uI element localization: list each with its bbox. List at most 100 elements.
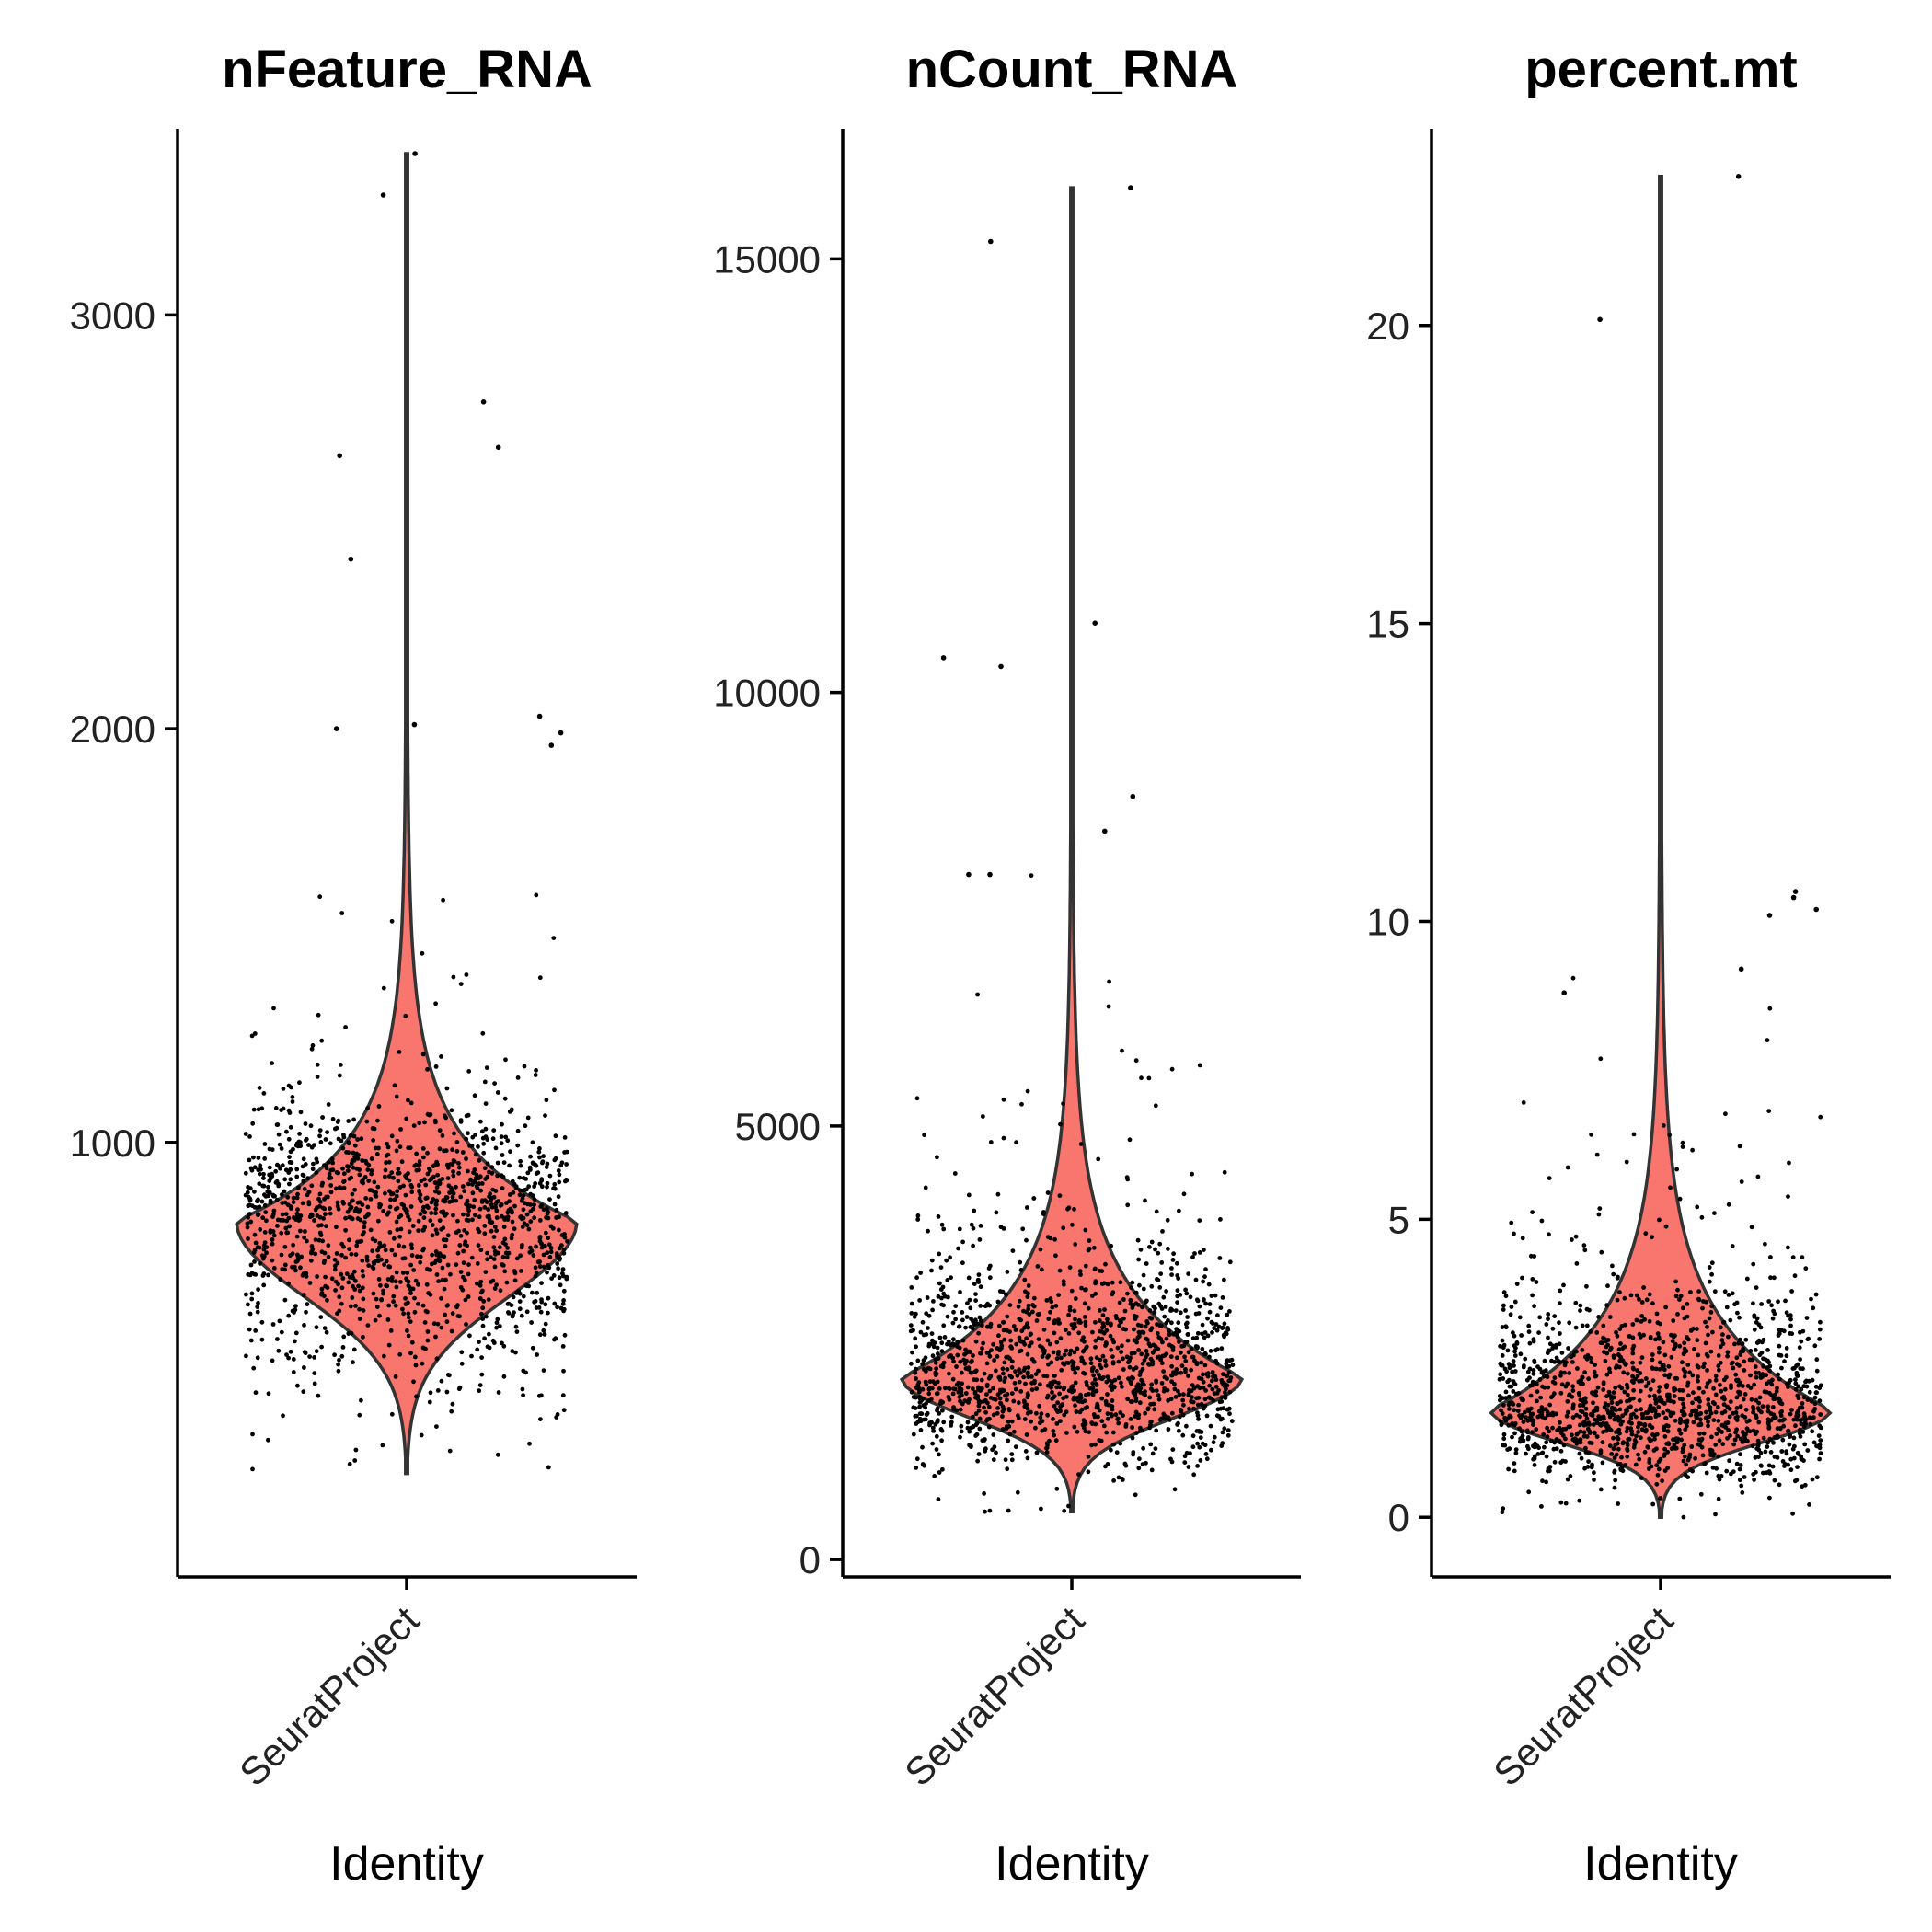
data-point — [1620, 1413, 1625, 1419]
data-point — [1620, 1441, 1626, 1446]
data-point — [1121, 1327, 1126, 1331]
data-point — [1799, 1386, 1804, 1392]
data-point — [1222, 1277, 1226, 1282]
data-point — [1756, 1455, 1761, 1459]
data-point — [1680, 1360, 1685, 1365]
data-point — [1711, 1386, 1716, 1391]
data-point — [505, 1210, 511, 1215]
data-point — [261, 1282, 267, 1288]
data-point — [1631, 1396, 1636, 1401]
data-point — [1628, 1293, 1634, 1298]
data-point — [252, 1031, 258, 1036]
data-point — [460, 1150, 466, 1155]
data-point — [1570, 1384, 1575, 1389]
data-point — [531, 1253, 536, 1258]
data-point — [963, 1325, 968, 1330]
data-point — [1751, 1428, 1756, 1433]
data-point — [1598, 1056, 1604, 1062]
data-point — [456, 1165, 462, 1170]
data-point — [1146, 1075, 1152, 1081]
data-point — [490, 1338, 496, 1343]
data-point — [1759, 1464, 1764, 1468]
data-point — [1788, 1456, 1794, 1462]
data-point — [1067, 1351, 1073, 1357]
data-point — [1682, 1316, 1687, 1321]
data-point — [522, 1221, 527, 1226]
data-point — [1547, 1176, 1552, 1180]
data-point — [309, 1183, 315, 1189]
data-point — [417, 1121, 422, 1126]
outlier-point — [412, 151, 418, 156]
data-point — [1510, 1369, 1515, 1374]
data-point — [1811, 1415, 1816, 1420]
data-point — [542, 1264, 546, 1270]
data-point — [1745, 1384, 1751, 1388]
data-point — [545, 1161, 550, 1167]
data-point — [922, 1463, 926, 1468]
data-point — [1690, 1373, 1696, 1378]
data-point — [266, 1437, 270, 1443]
data-point — [1611, 1446, 1616, 1452]
data-point — [1795, 1450, 1800, 1455]
data-point — [1592, 1470, 1596, 1476]
data-point — [346, 1119, 351, 1123]
data-point — [483, 1134, 489, 1139]
data-point — [1025, 1294, 1030, 1299]
data-point — [1613, 1478, 1618, 1483]
data-point — [1177, 1392, 1182, 1397]
data-point — [1047, 1341, 1052, 1347]
data-point — [431, 1164, 436, 1168]
data-point — [547, 1197, 552, 1202]
data-point — [1222, 1426, 1227, 1432]
data-point — [1578, 1303, 1583, 1308]
data-point — [484, 1314, 489, 1319]
data-point — [1152, 1310, 1157, 1315]
data-point — [914, 1456, 920, 1462]
data-point — [1657, 1360, 1662, 1365]
data-point — [1098, 1328, 1103, 1334]
data-point — [449, 1108, 454, 1113]
data-point — [1818, 1114, 1823, 1120]
data-point — [483, 1101, 489, 1106]
data-point — [950, 1355, 956, 1361]
data-point — [454, 1198, 459, 1203]
data-point — [1105, 1282, 1110, 1287]
data-point — [937, 1281, 942, 1286]
data-point — [248, 1219, 254, 1225]
data-point — [1636, 1452, 1640, 1457]
data-point — [1533, 1441, 1537, 1446]
data-point — [1528, 1393, 1534, 1398]
data-point — [1026, 1374, 1031, 1380]
data-point — [1200, 1372, 1205, 1377]
data-point — [546, 1295, 551, 1301]
data-point — [532, 1197, 537, 1202]
data-point — [339, 1285, 345, 1291]
data-point — [451, 1173, 456, 1179]
data-point — [456, 1170, 461, 1176]
data-point — [1532, 1444, 1537, 1450]
data-point — [297, 1080, 302, 1086]
data-point — [546, 1242, 552, 1248]
data-point — [1031, 1295, 1037, 1301]
data-point — [243, 1132, 248, 1136]
data-point — [1051, 1429, 1056, 1433]
data-point — [1049, 1299, 1054, 1305]
data-point — [274, 1122, 280, 1127]
data-point — [1220, 1441, 1225, 1445]
data-point — [369, 1156, 374, 1161]
data-point — [957, 1324, 962, 1329]
data-point — [1749, 1225, 1754, 1230]
data-point — [1029, 873, 1034, 878]
data-point — [340, 1145, 346, 1151]
data-point — [277, 1318, 282, 1324]
data-point — [1709, 1304, 1714, 1309]
data-point — [391, 1236, 397, 1241]
data-point — [1030, 1303, 1035, 1307]
data-point — [249, 1167, 255, 1173]
data-point — [995, 1392, 1001, 1397]
data-point — [383, 1174, 387, 1179]
data-point — [996, 1333, 1001, 1339]
data-point — [1088, 1356, 1094, 1362]
data-point — [1655, 1472, 1661, 1478]
